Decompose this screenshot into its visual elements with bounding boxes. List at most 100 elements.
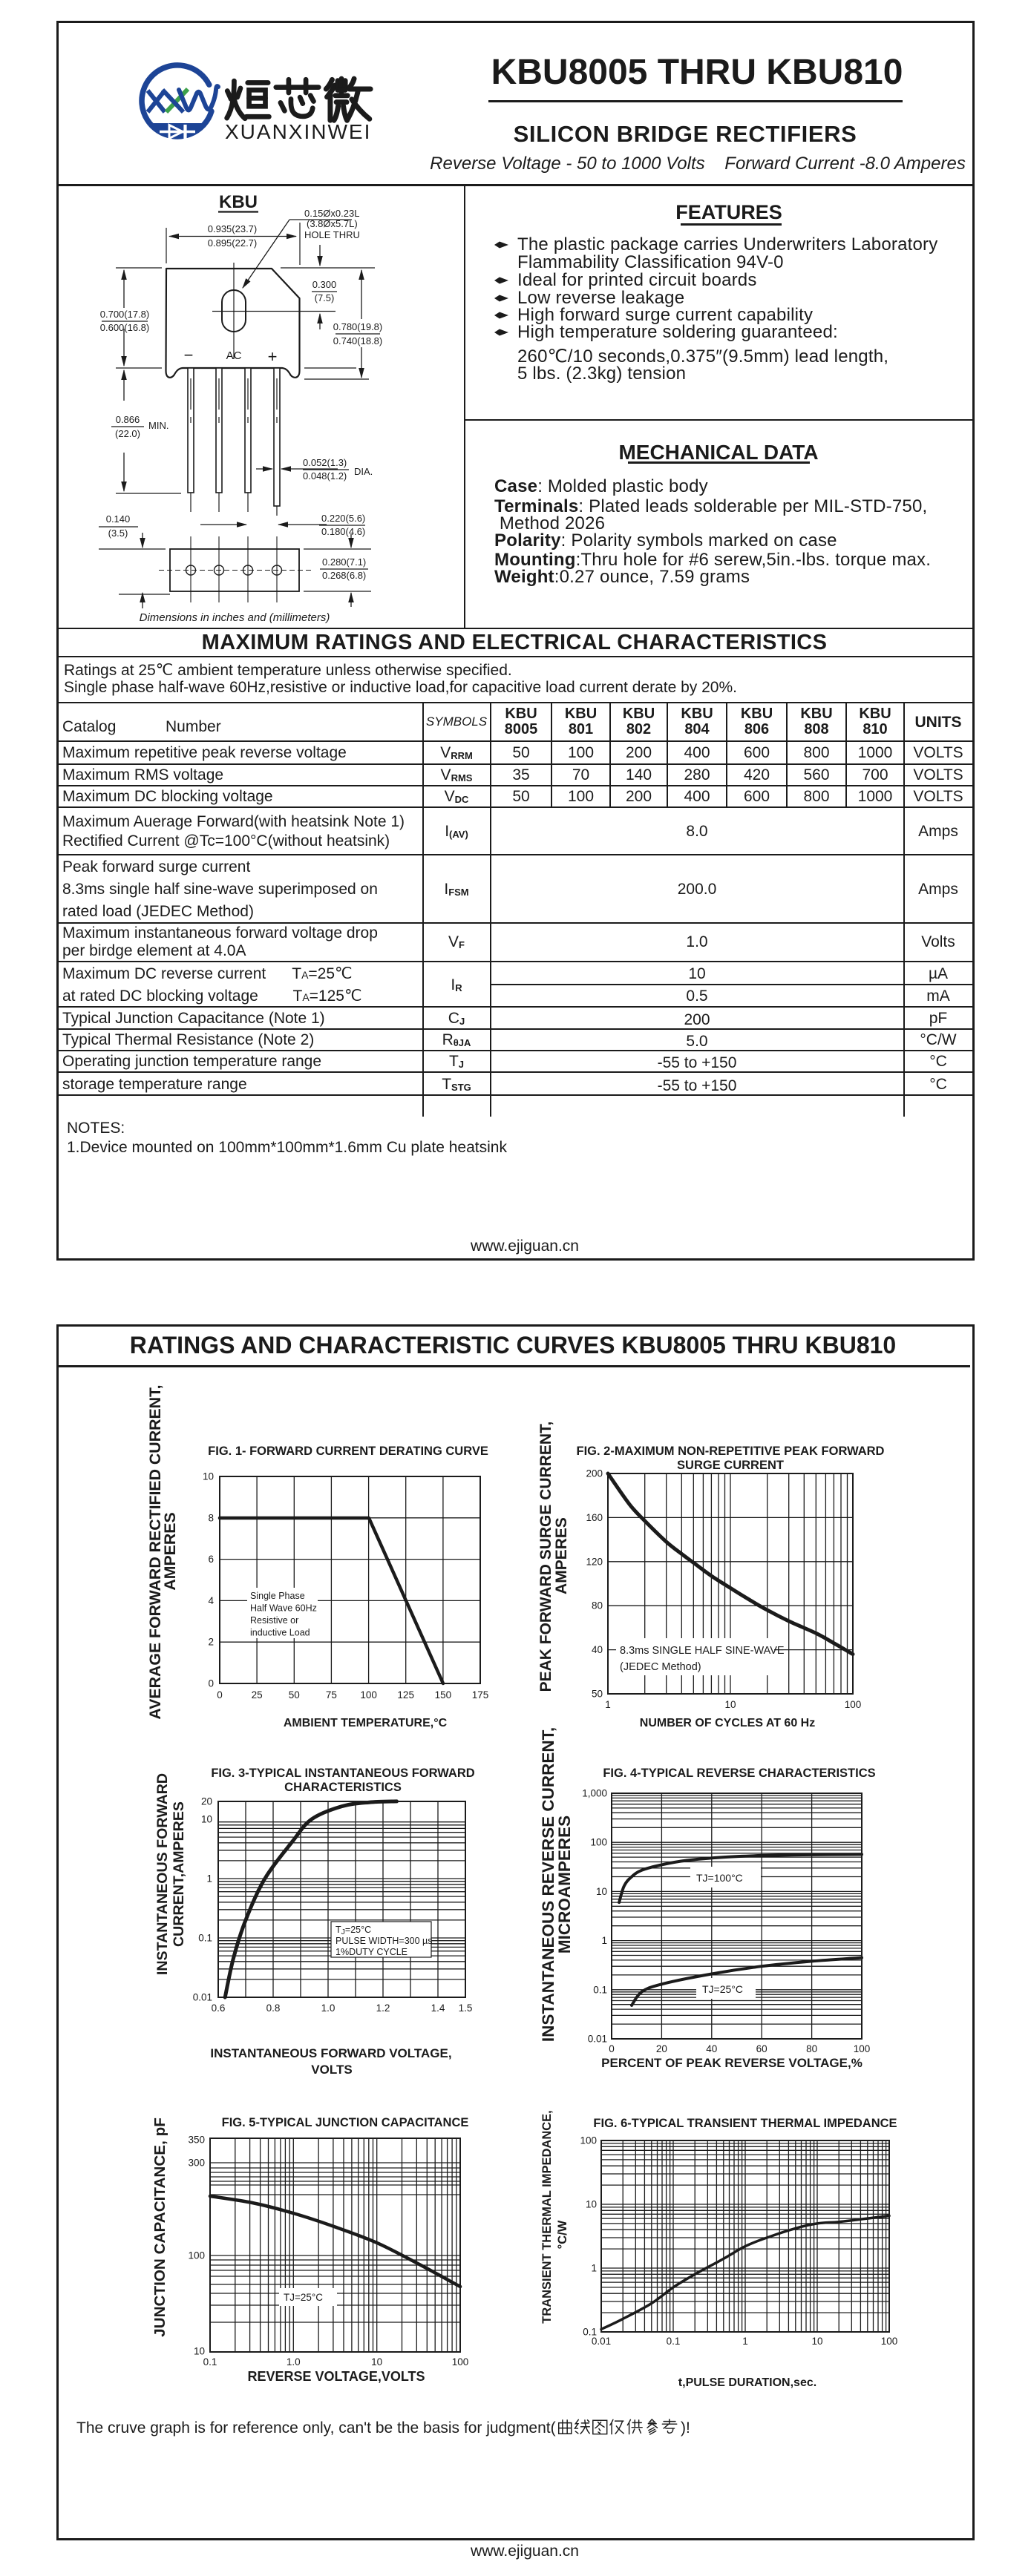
svg-text:0: 0	[217, 1689, 223, 1701]
svg-text:VOLTS: VOLTS	[311, 2063, 352, 2077]
svg-text:8: 8	[208, 1512, 214, 1523]
svg-text:−: −	[184, 346, 194, 364]
svg-text:NUMBER OF CYCLES AT 60 Hz: NUMBER OF CYCLES AT 60 Hz	[640, 1717, 815, 1729]
svg-text:0.866: 0.866	[116, 414, 140, 425]
svg-text:350: 350	[188, 2135, 205, 2146]
svg-text:0.052(1.3): 0.052(1.3)	[303, 457, 347, 468]
svg-text:AVERAGE FORWARD RECTIFIED CURR: AVERAGE FORWARD RECTIFIED CURRENT,	[146, 1384, 164, 1719]
svg-text:CURRENT,AMPERES: CURRENT,AMPERES	[171, 1801, 187, 1947]
svg-text:FIG. 6-TYPICAL TRANSIENT THERM: FIG. 6-TYPICAL TRANSIENT THERMAL IMPEDAN…	[593, 2117, 897, 2130]
svg-text:0.8: 0.8	[266, 2002, 281, 2014]
svg-text:Resistive or: Resistive or	[250, 1615, 298, 1626]
svg-text:0.1: 0.1	[667, 2336, 681, 2347]
svg-text:(22.0): (22.0)	[115, 428, 140, 439]
svg-text:t,PULSE DURATION,sec.: t,PULSE DURATION,sec.	[678, 2376, 816, 2389]
svg-text:2: 2	[208, 1637, 214, 1648]
svg-text:160: 160	[586, 1512, 603, 1523]
svg-text:175: 175	[472, 1689, 489, 1701]
svg-text:0: 0	[609, 2043, 615, 2054]
svg-text:(3.8Øx5.7L): (3.8Øx5.7L)	[307, 218, 358, 229]
svg-text:Single Phase: Single Phase	[250, 1591, 305, 1601]
svg-text:4: 4	[208, 1595, 214, 1606]
svg-text:TRANSIENT THERMAL IMPEDANCE,: TRANSIENT THERMAL IMPEDANCE,	[540, 2110, 554, 2324]
svg-text:300: 300	[188, 2158, 205, 2169]
svg-text:100: 100	[360, 1689, 377, 1701]
svg-text:120: 120	[586, 1556, 603, 1567]
svg-text:100: 100	[854, 2043, 871, 2054]
svg-text:PERCENT OF PEAK REVERSE VOLTAG: PERCENT OF PEAK REVERSE VOLTAGE,%	[601, 2056, 863, 2070]
svg-text:0.740(18.8): 0.740(18.8)	[333, 335, 383, 346]
svg-text:AMPERES: AMPERES	[161, 1512, 179, 1590]
svg-text:REVERSE VOLTAGE,VOLTS: REVERSE VOLTAGE,VOLTS	[247, 2369, 425, 2384]
svg-text:0.280(7.1): 0.280(7.1)	[322, 556, 366, 568]
svg-text:80: 80	[592, 1600, 603, 1611]
svg-text:0.048(1.2): 0.048(1.2)	[303, 470, 347, 482]
svg-text:CHARACTERISTICS: CHARACTERISTICS	[284, 1781, 402, 1794]
svg-text:0.700(17.8): 0.700(17.8)	[100, 309, 150, 320]
svg-text:100: 100	[452, 2356, 469, 2368]
svg-text:FIG. 3-TYPICAL INSTANTANEOUS F: FIG. 3-TYPICAL INSTANTANEOUS FORWARD	[211, 1767, 474, 1780]
svg-text:DIA.: DIA.	[354, 466, 373, 477]
svg-text:0.220(5.6): 0.220(5.6)	[321, 513, 365, 524]
svg-text:0.01: 0.01	[592, 2336, 611, 2347]
svg-text:PULSE WIDTH=300 µs: PULSE WIDTH=300 µs	[336, 1936, 433, 1946]
svg-text:8.3ms SINGLE HALF SINE-WAVE: 8.3ms SINGLE HALF SINE-WAVE	[620, 1645, 785, 1657]
svg-text:1.0: 1.0	[321, 2002, 336, 2014]
svg-text:80: 80	[806, 2043, 817, 2054]
svg-text:0.268(6.8): 0.268(6.8)	[322, 570, 366, 581]
svg-text:0.1: 0.1	[583, 2327, 597, 2338]
svg-text:50: 50	[289, 1689, 300, 1701]
svg-text:125: 125	[397, 1689, 414, 1701]
svg-text:20: 20	[656, 2043, 667, 2054]
svg-text:100: 100	[590, 1837, 607, 1848]
svg-text:1: 1	[206, 1873, 212, 1885]
svg-text:1: 1	[601, 1935, 607, 1946]
svg-text:PEAK FORWARD SURGE CURRENT,: PEAK FORWARD SURGE CURRENT,	[537, 1422, 554, 1692]
svg-text:0.1: 0.1	[593, 1984, 607, 1995]
svg-text:10: 10	[586, 2199, 597, 2210]
svg-text:75: 75	[326, 1689, 337, 1701]
svg-text:HOLE THRU: HOLE THRU	[304, 229, 360, 240]
svg-text:AMPERES: AMPERES	[553, 1517, 570, 1594]
svg-text:MIN.: MIN.	[148, 420, 168, 431]
svg-text:FIG. 4-TYPICAL REVERSE CHARACT: FIG. 4-TYPICAL REVERSE CHARACTERISTICS	[603, 1767, 875, 1780]
svg-text:INSTANTANEOUS FORWARD VOLTAGE,: INSTANTANEOUS FORWARD VOLTAGE,	[210, 2046, 451, 2060]
svg-text:+: +	[268, 347, 278, 366]
svg-text:40: 40	[592, 1644, 603, 1655]
svg-text:100: 100	[845, 1699, 862, 1710]
svg-text:100: 100	[580, 2135, 597, 2146]
svg-text:TJ=25°C: TJ=25°C	[284, 2292, 323, 2303]
svg-text:inductive Load: inductive Load	[250, 1628, 310, 1638]
svg-text:10: 10	[203, 1471, 214, 1482]
svg-text:10: 10	[596, 1886, 607, 1897]
svg-text:10: 10	[724, 1699, 736, 1710]
svg-text:MICROAMPERES: MICROAMPERES	[555, 1816, 574, 1954]
svg-text:AMBIENT TEMPERATURE,°C: AMBIENT TEMPERATURE,°C	[284, 1717, 448, 1729]
svg-text:10: 10	[194, 2346, 205, 2357]
svg-text:FIG. 2-MAXIMUM NON-REPETITIVE: FIG. 2-MAXIMUM NON-REPETITIVE PEAK FORWA…	[577, 1445, 885, 1458]
svg-text:1.2: 1.2	[376, 2002, 390, 2014]
svg-text:6: 6	[208, 1554, 214, 1565]
svg-text:°C/W: °C/W	[556, 2220, 569, 2249]
svg-text:0.895(22.7): 0.895(22.7)	[208, 237, 258, 249]
svg-text:100: 100	[188, 2250, 205, 2261]
svg-text:1: 1	[605, 1699, 611, 1710]
svg-text:1: 1	[742, 2336, 748, 2347]
svg-text:TJ=25°C: TJ=25°C	[336, 1925, 371, 1936]
svg-text:(7.5): (7.5)	[315, 292, 335, 303]
svg-text:0.780(19.8): 0.780(19.8)	[333, 321, 383, 332]
svg-text:1.0: 1.0	[287, 2356, 301, 2368]
svg-text:FIG. 1- FORWARD CURRENT DERATI: FIG. 1- FORWARD CURRENT DERATING CURVE	[208, 1445, 488, 1458]
svg-text:60: 60	[756, 2043, 767, 2054]
svg-text:FIG. 5-TYPICAL JUNCTION CAPACI: FIG. 5-TYPICAL JUNCTION CAPACITANCE	[222, 2116, 469, 2129]
svg-text:20: 20	[201, 1795, 212, 1807]
svg-text:(JEDEC Method): (JEDEC Method)	[620, 1661, 701, 1673]
svg-text:TJ=25°C: TJ=25°C	[702, 1983, 743, 1995]
svg-text:1.4: 1.4	[431, 2002, 445, 2014]
svg-text:1%DUTY CYCLE: 1%DUTY CYCLE	[336, 1947, 408, 1957]
svg-text:200: 200	[586, 1468, 603, 1479]
svg-text:0.1: 0.1	[198, 1933, 212, 1944]
svg-text:(3.5): (3.5)	[108, 528, 128, 539]
svg-text:150: 150	[435, 1689, 452, 1701]
svg-text:0.300: 0.300	[312, 279, 337, 290]
